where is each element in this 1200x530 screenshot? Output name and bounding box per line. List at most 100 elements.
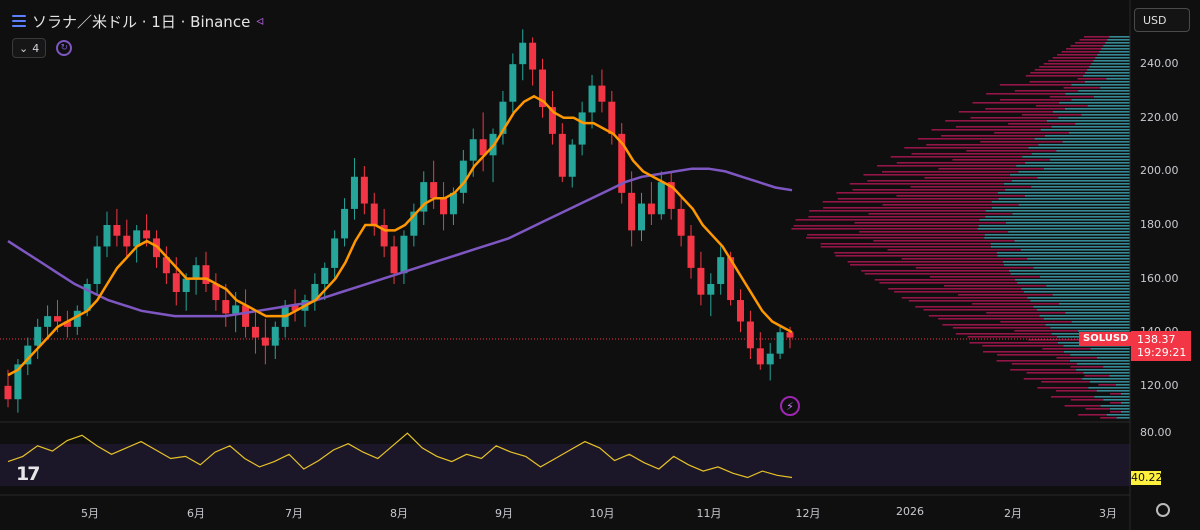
volume-profile-bar-up bbox=[1087, 69, 1130, 71]
volume-profile-bar-up bbox=[1051, 126, 1130, 128]
volume-profile-bar-down bbox=[942, 324, 1046, 326]
candle-body bbox=[449, 192, 457, 215]
menu-icon[interactable] bbox=[12, 14, 26, 28]
volume-profile-bar-down bbox=[1084, 36, 1110, 38]
volume-profile-bar-up bbox=[1101, 48, 1130, 50]
volume-profile-bar-up bbox=[1017, 282, 1130, 284]
volume-profile-bar-down bbox=[1037, 387, 1089, 389]
volume-profile-bar-up bbox=[1106, 78, 1130, 80]
volume-profile-bar-up bbox=[1010, 273, 1130, 275]
volume-profile-bar-down bbox=[1066, 48, 1102, 50]
volume-profile-bar-down bbox=[1070, 366, 1104, 368]
volume-profile-bar-down bbox=[967, 336, 1057, 338]
volume-profile-bar-up bbox=[1071, 321, 1130, 323]
volume-profile-bar-up bbox=[1093, 60, 1130, 62]
time-axis-label: 6月 bbox=[187, 507, 205, 520]
candle-body bbox=[786, 332, 794, 338]
volume-profile-bar-down bbox=[874, 279, 1016, 281]
volume-profile-bar-up bbox=[1077, 330, 1130, 332]
oscillator-band bbox=[0, 444, 1130, 486]
candle-body bbox=[717, 257, 725, 284]
volume-profile-bar-down bbox=[882, 171, 1019, 173]
volume-profile-bar-down bbox=[1014, 330, 1078, 332]
volume-profile-bar-up bbox=[1037, 177, 1130, 179]
volume-profile-bar-up bbox=[1083, 372, 1130, 374]
volume-profile-bar-up bbox=[1121, 393, 1130, 395]
volume-profile-bar-up bbox=[1033, 267, 1130, 269]
volume-profile-bar-up bbox=[1020, 249, 1130, 251]
candle-body bbox=[687, 235, 695, 268]
volume-profile-bar-up bbox=[1031, 153, 1130, 155]
volume-profile-bar-up bbox=[998, 198, 1130, 200]
volume-profile-bar-down bbox=[806, 237, 985, 239]
volume-profile-bar-up bbox=[1096, 390, 1130, 392]
volume-profile-bar-up bbox=[985, 216, 1130, 218]
volume-profile-bar-down bbox=[915, 267, 1034, 269]
candle-body bbox=[558, 133, 566, 177]
volume-profile-bar-up bbox=[1045, 324, 1130, 326]
volume-profile-bar-down bbox=[969, 342, 1058, 344]
volume-profile-bar-up bbox=[1062, 141, 1130, 143]
volume-profile-bar-up bbox=[1088, 387, 1130, 389]
volume-profile-bar-down bbox=[1063, 87, 1101, 89]
volume-profile-bar-down bbox=[1075, 42, 1106, 44]
volume-profile-bar-up bbox=[979, 219, 1130, 221]
volume-profile-bar-down bbox=[1034, 69, 1088, 71]
sync-icon[interactable]: ↻ bbox=[56, 40, 73, 56]
candle-body bbox=[469, 139, 477, 161]
candle-body bbox=[756, 348, 764, 365]
volume-profile-bar-up bbox=[1005, 189, 1130, 191]
volume-profile bbox=[791, 36, 1130, 419]
volume-profile-bar-down bbox=[931, 129, 1041, 131]
price-axis-label: 200.00 bbox=[1140, 164, 1179, 178]
volume-profile-bar-up bbox=[1059, 102, 1130, 104]
volume-profile-bar-up bbox=[996, 252, 1130, 254]
symbol-title[interactable]: ソラナ／米ドル · 1日 · Binance bbox=[32, 12, 251, 31]
volume-profile-bar-up bbox=[1121, 402, 1130, 404]
oscillator-upper-level: 80.00 bbox=[1140, 426, 1172, 439]
flash-icon[interactable]: ⚡ bbox=[780, 396, 800, 416]
time-axis-label: 12月 bbox=[795, 507, 821, 520]
volume-profile-bar-up bbox=[1024, 195, 1130, 197]
volume-profile-bar-down bbox=[864, 273, 1011, 275]
volume-profile-bar-down bbox=[868, 213, 1013, 215]
candle-body bbox=[103, 225, 111, 247]
volume-profile-bar-up bbox=[1109, 36, 1130, 38]
candle-body bbox=[222, 300, 230, 314]
tradingview-logo-icon[interactable]: 17 bbox=[16, 463, 40, 485]
candle-body bbox=[608, 101, 616, 134]
share-icon[interactable]: ◃ bbox=[256, 13, 264, 29]
settings-gear-icon[interactable] bbox=[1156, 503, 1170, 517]
candle-body bbox=[519, 42, 527, 65]
volume-profile-bar-up bbox=[984, 237, 1130, 239]
volume-profile-bar-up bbox=[1034, 138, 1130, 140]
volume-profile-bar-up bbox=[1052, 294, 1130, 296]
candle-body bbox=[232, 305, 240, 314]
volume-profile-bar-down bbox=[1057, 54, 1098, 56]
volume-profile-bar-up bbox=[1115, 384, 1130, 386]
time-axis-label: 9月 bbox=[495, 507, 513, 520]
candle-body bbox=[578, 112, 586, 145]
volume-profile-bar-up bbox=[1100, 405, 1130, 407]
price-axis-label: 220.00 bbox=[1140, 110, 1179, 124]
candle-body bbox=[568, 144, 576, 177]
volume-profile-bar-down bbox=[849, 183, 1004, 185]
volume-profile-bar-up bbox=[977, 228, 1130, 230]
chart-header[interactable]: ソラナ／米ドル · 1日 · Binance ◃ bbox=[12, 10, 263, 32]
candle-body bbox=[192, 265, 200, 279]
indicators-toggle-button[interactable]: ⌄ 4 bbox=[12, 38, 47, 58]
volume-profile-bar-up bbox=[1046, 285, 1130, 287]
volume-profile-bar-up bbox=[1064, 108, 1130, 110]
currency-button[interactable]: USD bbox=[1134, 8, 1190, 32]
volume-profile-bar-down bbox=[894, 291, 1024, 293]
candle-body bbox=[212, 283, 220, 301]
volume-profile-bar-down bbox=[1098, 384, 1116, 386]
volume-profile-bar-up bbox=[1028, 147, 1130, 149]
volume-profile-bar-down bbox=[1025, 75, 1084, 77]
volume-profile-bar-up bbox=[1037, 309, 1130, 311]
volume-profile-bar-down bbox=[1008, 123, 1076, 125]
volume-profile-bar-down bbox=[1029, 81, 1085, 83]
volume-profile-bar-up bbox=[1103, 366, 1130, 368]
volume-profile-bar-up bbox=[990, 246, 1130, 248]
